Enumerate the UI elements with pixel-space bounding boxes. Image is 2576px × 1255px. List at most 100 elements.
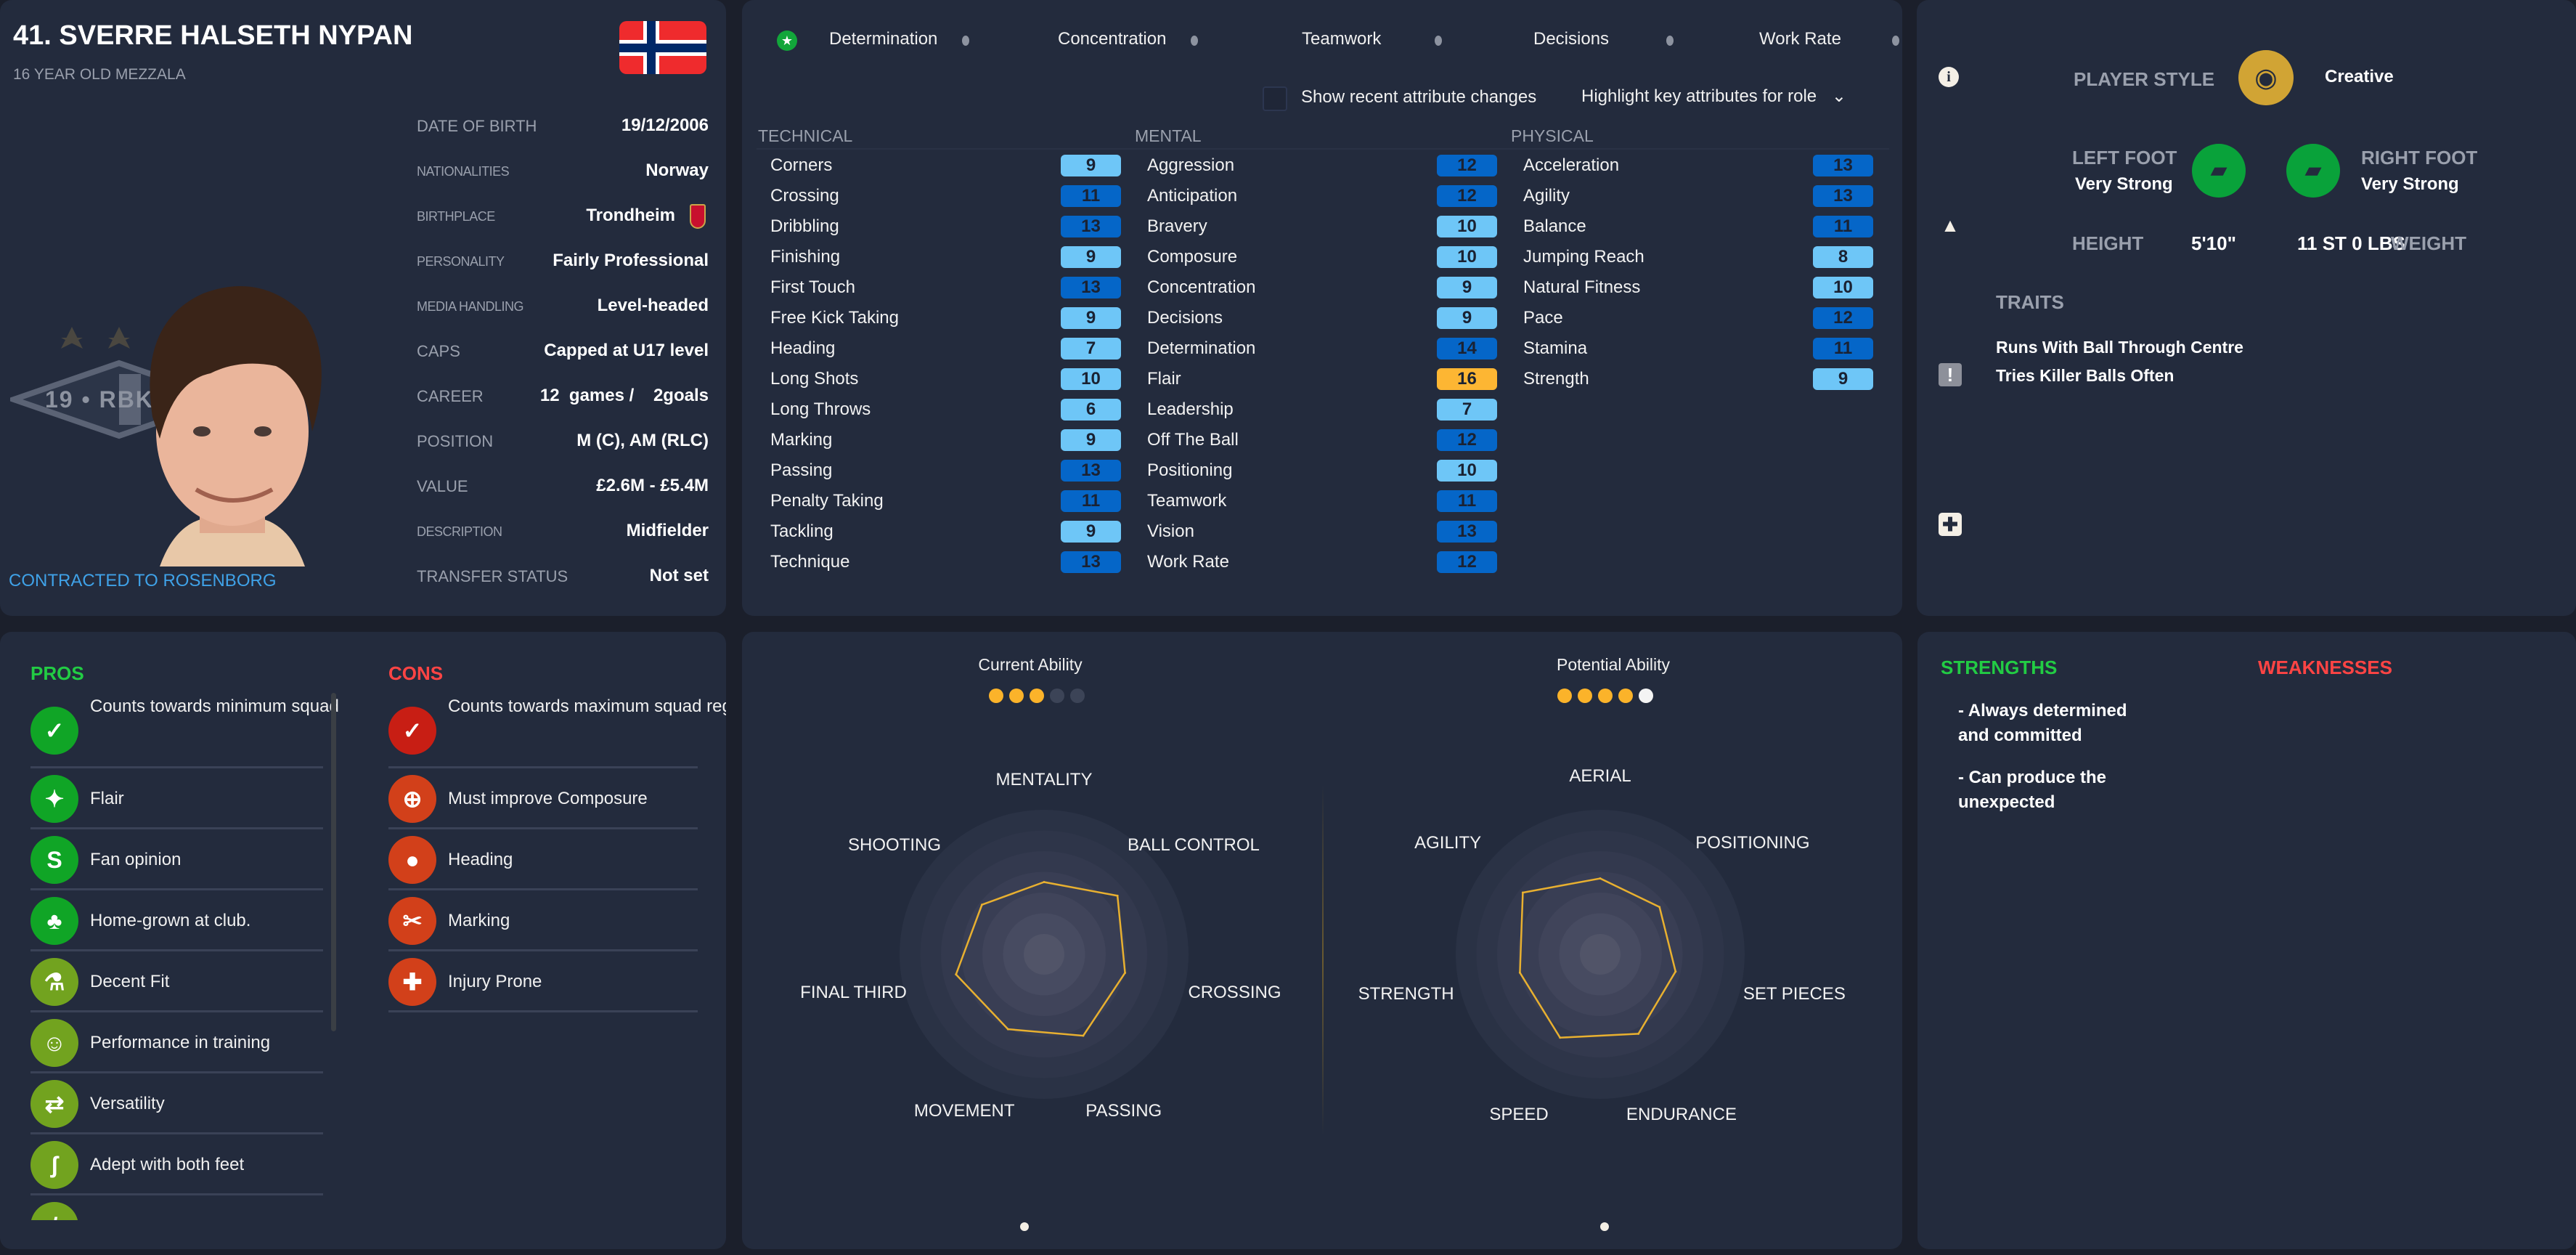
attribute-value: 12 xyxy=(1437,155,1497,176)
attribute-value: 7 xyxy=(1437,399,1497,421)
attribute-name: Work Rate xyxy=(1147,552,1229,572)
page-indicator-dot[interactable] xyxy=(1020,1222,1029,1231)
pros-item: S Fan opinion xyxy=(0,829,336,890)
attribute-value: 12 xyxy=(1813,307,1873,329)
medical-kit-icon[interactable]: ✚ xyxy=(1939,513,1962,536)
attribute-name: Concentration xyxy=(1147,277,1256,297)
attribute-group-header: TECHNICAL xyxy=(758,126,853,145)
attribute-value: 13 xyxy=(1061,277,1121,298)
club-badge-text: 19 • RBK xyxy=(45,386,154,413)
pros-item: ✓ Counts towards minimum squad registrati… xyxy=(0,693,341,768)
attribute-name: Bravery xyxy=(1147,216,1207,236)
attribute-value: 13 xyxy=(1061,216,1121,237)
flask-icon: ⚗ xyxy=(30,958,78,1006)
attribute-name: Heading xyxy=(770,338,836,358)
pros-title: PROS xyxy=(30,662,84,684)
attribute-value: 14 xyxy=(1437,338,1497,360)
key-attribute-label[interactable]: Teamwork xyxy=(1302,29,1382,49)
list-divider xyxy=(388,888,698,890)
cons-item: ✂ Marking xyxy=(358,890,711,951)
info-label: CAREER xyxy=(417,387,484,405)
key-attribute-label[interactable]: Concentration xyxy=(1058,29,1167,49)
list-divider xyxy=(30,766,323,768)
radar-axis-label: PASSING xyxy=(1085,1101,1162,1121)
radar-charts xyxy=(900,810,1745,1099)
radar-divider xyxy=(1322,785,1324,1135)
cons-item: ✚ Injury Prone xyxy=(358,951,711,1012)
attribute-value: 11 xyxy=(1061,185,1121,207)
page-indicator-dot[interactable] xyxy=(1600,1222,1609,1231)
key-attribute-label[interactable]: Determination xyxy=(829,29,938,49)
attribute-name: Leadership xyxy=(1147,399,1234,419)
attribute-name: Teamwork xyxy=(1147,491,1227,511)
list-divider xyxy=(30,1010,323,1012)
attribute-name: Tackling xyxy=(770,521,833,541)
attribute-value: 9 xyxy=(1061,246,1121,268)
attribute-value: 9 xyxy=(1061,155,1121,176)
trait-instruction-icon[interactable]: ! xyxy=(1939,363,1962,386)
attribute-name: Technique xyxy=(770,552,850,572)
info-value: Fairly Professional xyxy=(553,251,709,270)
attribute-name: Balance xyxy=(1523,216,1586,236)
highlight-role-dropdown[interactable]: Highlight key attributes for role ⌄ xyxy=(1581,86,1846,107)
training-cones-icon[interactable]: ▲ xyxy=(1941,214,1960,236)
current-ability-star-icon xyxy=(1050,689,1064,703)
key-attribute-label[interactable]: Work Rate xyxy=(1759,29,1841,49)
attribute-name: Decisions xyxy=(1147,308,1223,328)
pros-cons-panel: PROS CONS ✓ Counts towards minimum squad … xyxy=(0,632,726,1249)
height-label: HEIGHT xyxy=(2072,232,2144,254)
cons-item-text: Must improve Composure xyxy=(448,789,648,808)
radar-axis-label: FINAL THIRD xyxy=(800,983,907,1003)
radar-axis-label: MOVEMENT xyxy=(913,1101,1015,1121)
cons-item-text: Injury Prone xyxy=(448,972,542,991)
info-label: POSITION xyxy=(417,432,494,450)
info-value: M (C), AM (RLC) xyxy=(576,431,709,450)
show-changes-label[interactable]: Show recent attribute changes xyxy=(1301,87,1537,107)
info-label: DATE OF BIRTH xyxy=(417,117,537,135)
info-icon[interactable]: i xyxy=(1939,67,1959,87)
pros-item: ʃ Adept with both feet xyxy=(0,1134,336,1195)
radar-axis-label: AERIAL xyxy=(1569,766,1631,786)
player-photo xyxy=(150,286,322,566)
show-changes-checkbox[interactable] xyxy=(1263,86,1287,111)
attribute-value: 9 xyxy=(1061,521,1121,543)
head-ball-icon: ● xyxy=(388,836,436,884)
attribute-value: 9 xyxy=(1061,429,1121,451)
potential-ability-star-icon xyxy=(1557,689,1572,703)
pros-item: ✦ Flair xyxy=(0,768,336,829)
radar-point xyxy=(1043,881,1046,883)
highlight-role-label: Highlight key attributes for role xyxy=(1581,86,1817,106)
attribute-name: Long Throws xyxy=(770,399,871,419)
info-value[interactable]: Trondheim xyxy=(586,206,675,225)
medical-cross-icon: ✚ xyxy=(388,958,436,1006)
pros-item-text: Home-grown at club. xyxy=(90,911,251,930)
attribute-value: 6 xyxy=(1061,399,1121,421)
trait-item: Tries Killer Balls Often xyxy=(1996,366,2174,385)
list-divider xyxy=(30,1132,323,1134)
radar-axis-label: SPEED xyxy=(1489,1104,1549,1124)
attribute-value: 13 xyxy=(1813,155,1873,176)
attribute-value: 9 xyxy=(1061,307,1121,329)
pros-scrollbar[interactable] xyxy=(331,693,336,1031)
radar-point xyxy=(1124,971,1127,974)
cons-item: ⊕ Must improve Composure xyxy=(358,768,711,829)
contract-status[interactable]: CONTRACTED TO ROSENBORG xyxy=(9,571,277,590)
key-attribute-dot-icon xyxy=(1435,36,1442,46)
attribute-value: 9 xyxy=(1437,277,1497,298)
info-label: TRANSFER STATUS xyxy=(417,567,568,585)
attribute-name: Long Shots xyxy=(770,369,859,389)
attribute-name: Agility xyxy=(1523,186,1570,206)
player-style-value: Creative xyxy=(2325,67,2394,86)
info-value: Norway xyxy=(645,161,709,180)
document-check-icon: ✓ xyxy=(388,707,436,755)
key-attribute-label[interactable]: Decisions xyxy=(1533,29,1610,49)
right-foot-label: RIGHT FOOT xyxy=(2361,147,2478,168)
info-value: Capped at U17 level xyxy=(544,341,709,360)
attribute-value: 7 xyxy=(1061,338,1121,360)
pros-item: ⇄ Versatility xyxy=(0,1073,336,1134)
foot-icon: ʃ xyxy=(30,1141,78,1189)
overview-panel: i ▲ ! ✚ PLAYER STYLE ◉ Creative LEFT FOO… xyxy=(1917,0,2576,616)
potential-ability-star-icon xyxy=(1598,689,1613,703)
left-foot-label: LEFT FOOT xyxy=(2072,147,2177,168)
arrows-icon: ⇄ xyxy=(30,1080,78,1128)
